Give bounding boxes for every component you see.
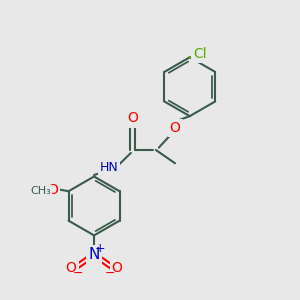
Text: O: O <box>127 112 138 125</box>
Text: O: O <box>169 121 181 135</box>
Text: O: O <box>66 261 76 275</box>
Text: Cl: Cl <box>193 47 207 61</box>
Text: HN: HN <box>99 161 118 174</box>
Text: O: O <box>112 261 122 275</box>
Text: CH₃: CH₃ <box>30 186 51 196</box>
Text: −: − <box>73 267 83 280</box>
Text: O: O <box>47 183 58 197</box>
Text: N: N <box>88 247 100 262</box>
Text: −: − <box>105 267 116 280</box>
Text: +: + <box>94 242 105 255</box>
